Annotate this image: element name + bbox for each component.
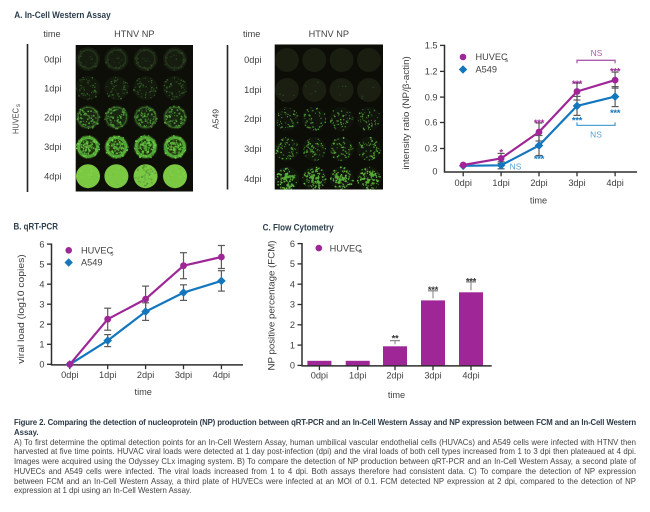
svg-text:0.9: 0.9: [425, 92, 438, 102]
svg-text:1dpi: 1dpi: [244, 85, 261, 95]
svg-text:***: ***: [572, 115, 583, 126]
svg-text:2dpi: 2dpi: [530, 178, 547, 188]
svg-text:A. In-Cell Western Assay: A. In-Cell Western Assay: [14, 10, 111, 21]
svg-text:0dpi: 0dpi: [311, 371, 328, 381]
svg-text:6: 6: [290, 239, 295, 249]
svg-text:***: ***: [534, 118, 545, 129]
svg-text:3: 3: [290, 300, 295, 310]
svg-text:3dpi: 3dpi: [175, 370, 192, 380]
svg-text:3dpi: 3dpi: [244, 144, 261, 154]
svg-text:0dpi: 0dpi: [61, 370, 78, 380]
svg-text:0dpi: 0dpi: [455, 178, 472, 188]
svg-text:HUVEC: HUVEC: [330, 243, 363, 253]
svg-text:NP positive percentage (FCM): NP positive percentage (FCM): [266, 241, 276, 371]
svg-text:A549: A549: [476, 65, 497, 75]
svg-text:2: 2: [39, 319, 44, 329]
svg-text:***: ***: [610, 67, 621, 78]
svg-text:2: 2: [290, 320, 295, 330]
svg-text:0dpi: 0dpi: [244, 55, 261, 65]
svg-text:**: **: [392, 334, 399, 345]
svg-text:s: s: [16, 104, 22, 107]
svg-text:time: time: [135, 387, 152, 397]
svg-text:1dpi: 1dpi: [492, 178, 509, 188]
svg-text:0dpi: 0dpi: [44, 54, 61, 64]
svg-text:1dpi: 1dpi: [44, 83, 61, 93]
svg-text:***: ***: [572, 79, 583, 90]
svg-text:***: ***: [610, 108, 621, 119]
svg-text:HTNV NP: HTNV NP: [114, 29, 154, 39]
svg-text:A549: A549: [81, 258, 102, 268]
svg-text:HUVEC: HUVEC: [476, 52, 509, 62]
svg-text:NS: NS: [591, 48, 603, 58]
svg-text:3dpi: 3dpi: [424, 371, 441, 381]
svg-text:s: s: [110, 250, 114, 257]
svg-text:1dpi: 1dpi: [349, 371, 366, 381]
svg-text:4dpi: 4dpi: [213, 370, 230, 380]
svg-text:1.2: 1.2: [425, 67, 438, 77]
svg-text:intensity ratio (NP/β-actin): intensity ratio (NP/β-actin): [401, 56, 411, 169]
svg-text:4dpi: 4dpi: [44, 171, 61, 181]
svg-text:0: 0: [432, 166, 437, 176]
svg-text:*: *: [499, 148, 503, 159]
svg-text:2dpi: 2dpi: [44, 113, 61, 123]
svg-text:3dpi: 3dpi: [568, 178, 585, 188]
svg-text:5: 5: [290, 259, 295, 269]
svg-text:4dpi: 4dpi: [462, 371, 479, 381]
svg-text:4dpi: 4dpi: [244, 174, 261, 184]
svg-text:6: 6: [39, 239, 44, 249]
svg-text:HTNV NP: HTNV NP: [309, 29, 349, 39]
svg-text:NS: NS: [590, 130, 602, 140]
svg-text:4: 4: [39, 279, 44, 289]
svg-text:NS: NS: [510, 161, 522, 171]
svg-text:2dpi: 2dpi: [386, 371, 403, 381]
svg-text:1: 1: [39, 340, 44, 350]
svg-text:3dpi: 3dpi: [44, 142, 61, 152]
svg-text:1.5: 1.5: [425, 41, 438, 51]
svg-text:0: 0: [290, 361, 295, 371]
svg-text:***: ***: [466, 276, 477, 287]
svg-text:1: 1: [290, 340, 295, 350]
svg-text:0: 0: [39, 360, 44, 370]
svg-text:4: 4: [290, 279, 295, 289]
svg-text:A549: A549: [210, 109, 220, 129]
svg-text:B. qRT-PCR: B. qRT-PCR: [14, 222, 59, 233]
svg-text:C. Flow Cytometry: C. Flow Cytometry: [263, 223, 335, 234]
svg-text:time: time: [43, 29, 60, 39]
svg-text:HUVEC: HUVEC: [81, 246, 114, 256]
svg-text:time: time: [388, 390, 405, 400]
svg-text:2dpi: 2dpi: [137, 370, 154, 380]
svg-text:time: time: [243, 29, 260, 39]
svg-text:0.6: 0.6: [425, 118, 438, 128]
svg-text:3: 3: [39, 299, 44, 309]
svg-text:2dpi: 2dpi: [244, 114, 261, 124]
svg-text:viral load (log10 copies): viral load (log10 copies): [16, 254, 26, 364]
svg-text:1dpi: 1dpi: [99, 370, 116, 380]
svg-text:4dpi: 4dpi: [606, 178, 623, 188]
svg-text:***: ***: [534, 154, 545, 165]
svg-text:0.3: 0.3: [425, 144, 438, 154]
svg-text:s: s: [359, 248, 363, 255]
svg-text:***: ***: [428, 285, 439, 296]
svg-text:time: time: [530, 196, 547, 206]
svg-text:s: s: [505, 57, 509, 64]
svg-text:HUVEC: HUVEC: [11, 108, 21, 134]
svg-text:5: 5: [39, 259, 44, 269]
